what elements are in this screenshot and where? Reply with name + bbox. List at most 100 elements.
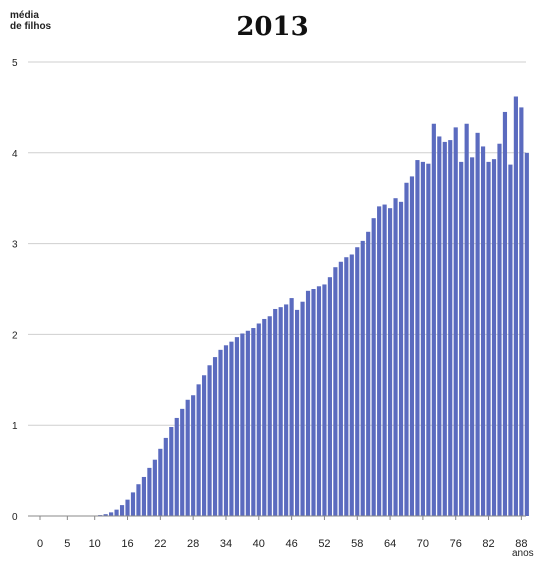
bar-age-82 <box>486 161 491 516</box>
x-axis-label: anos <box>512 548 534 559</box>
bar-age-46 <box>289 298 294 516</box>
bar-age-54 <box>333 267 338 516</box>
bar-age-72 <box>431 123 436 516</box>
bar-age-63 <box>382 204 387 516</box>
x-tick-label-52: 52 <box>318 538 330 550</box>
chart-title: 2013 <box>236 12 309 42</box>
bar-age-70 <box>420 161 425 516</box>
bar-age-77 <box>459 161 464 516</box>
bar-age-75 <box>448 140 453 516</box>
bar-age-43 <box>273 308 278 516</box>
y-tick-label-0: 0 <box>12 512 18 523</box>
bar-age-26 <box>180 408 185 516</box>
y-tick-label-5: 5 <box>12 58 18 69</box>
bar-age-78 <box>464 123 469 516</box>
x-tick-label-10: 10 <box>89 538 101 550</box>
bar-age-81 <box>480 146 486 516</box>
bar-age-51 <box>316 286 322 516</box>
bar-age-24 <box>169 427 174 516</box>
x-tick-label-58: 58 <box>351 538 363 550</box>
bar-age-61 <box>371 218 376 516</box>
bar-age-60 <box>366 231 371 516</box>
x-tick-label-34: 34 <box>220 538 232 550</box>
x-tick-label-88: 88 <box>515 538 527 550</box>
bar-age-17 <box>130 492 136 516</box>
bar-age-23 <box>163 437 168 516</box>
bar-age-22 <box>158 448 163 516</box>
bar-age-30 <box>202 375 207 516</box>
bar-age-55 <box>338 261 343 516</box>
x-tick-label-76: 76 <box>450 538 462 550</box>
bar-age-25 <box>174 417 179 516</box>
bar-age-68 <box>409 176 415 516</box>
bar-age-71 <box>426 163 431 517</box>
bar-age-50 <box>311 289 316 516</box>
bar-age-65 <box>393 198 398 516</box>
bar-age-73 <box>437 136 442 516</box>
bar-age-88 <box>519 107 524 517</box>
bar-age-80 <box>475 132 480 516</box>
bar-age-34 <box>223 345 229 516</box>
bar-age-37 <box>240 333 245 516</box>
bar-age-66 <box>398 201 404 516</box>
bar-age-89 <box>524 152 529 517</box>
bar-age-59 <box>360 240 365 516</box>
bar-age-62 <box>377 206 382 516</box>
bar-age-57 <box>349 254 354 516</box>
bar-age-19 <box>141 476 147 516</box>
bar-age-47 <box>295 309 300 516</box>
bar-age-35 <box>229 341 234 516</box>
x-tick-label-16: 16 <box>121 538 133 550</box>
bar-age-52 <box>322 284 327 516</box>
bar-age-86 <box>508 164 513 516</box>
x-tick-label-64: 64 <box>384 538 396 550</box>
bar-age-39 <box>251 328 256 516</box>
x-tick-label-22: 22 <box>154 538 166 550</box>
bar-age-18 <box>136 484 141 516</box>
y-axis-label: média de filhos <box>10 10 52 32</box>
bar-age-45 <box>284 304 289 516</box>
bar-age-69 <box>415 160 420 516</box>
x-tick-label-0: 0 <box>37 538 43 550</box>
bar-age-87 <box>513 96 518 516</box>
bar-age-42 <box>267 316 272 516</box>
bar-age-21 <box>152 459 157 516</box>
bar-age-44 <box>278 307 283 516</box>
bar-age-14 <box>114 509 119 516</box>
bar-age-84 <box>497 143 502 516</box>
bar-age-29 <box>196 384 201 516</box>
bar-age-13 <box>109 512 114 516</box>
bar-age-74 <box>442 141 447 517</box>
bar-age-76 <box>453 127 458 516</box>
bar-age-48 <box>300 301 305 516</box>
bar-age-64 <box>387 208 393 517</box>
bar-age-33 <box>218 349 223 516</box>
bar-age-28 <box>191 395 196 516</box>
bar-age-41 <box>262 318 267 516</box>
bar-age-56 <box>344 257 349 516</box>
x-tick-label-5: 5 <box>64 538 70 550</box>
bar-age-79 <box>470 157 475 516</box>
y-tick-label-4: 4 <box>12 149 18 160</box>
bar-age-12 <box>103 514 108 516</box>
bar-age-31 <box>207 365 212 516</box>
y-tick-label-1: 1 <box>12 421 18 432</box>
bar-age-83 <box>491 159 497 516</box>
y-tick-label-3: 3 <box>12 240 18 251</box>
bar-age-58 <box>355 247 360 516</box>
bar-age-85 <box>502 111 508 516</box>
y-tick-label-2: 2 <box>12 330 18 341</box>
bar-age-36 <box>234 337 240 516</box>
bar-age-49 <box>305 290 311 516</box>
x-tick-label-28: 28 <box>187 538 199 550</box>
x-tick-label-40: 40 <box>253 538 265 550</box>
bar-age-16 <box>125 499 130 516</box>
bar-age-40 <box>256 323 261 516</box>
x-tick-label-70: 70 <box>417 538 429 550</box>
bar-age-32 <box>212 357 218 516</box>
bar-age-53 <box>327 277 332 516</box>
bar-age-38 <box>245 330 250 516</box>
x-tick-label-46: 46 <box>285 538 297 550</box>
bar-age-15 <box>119 505 125 516</box>
